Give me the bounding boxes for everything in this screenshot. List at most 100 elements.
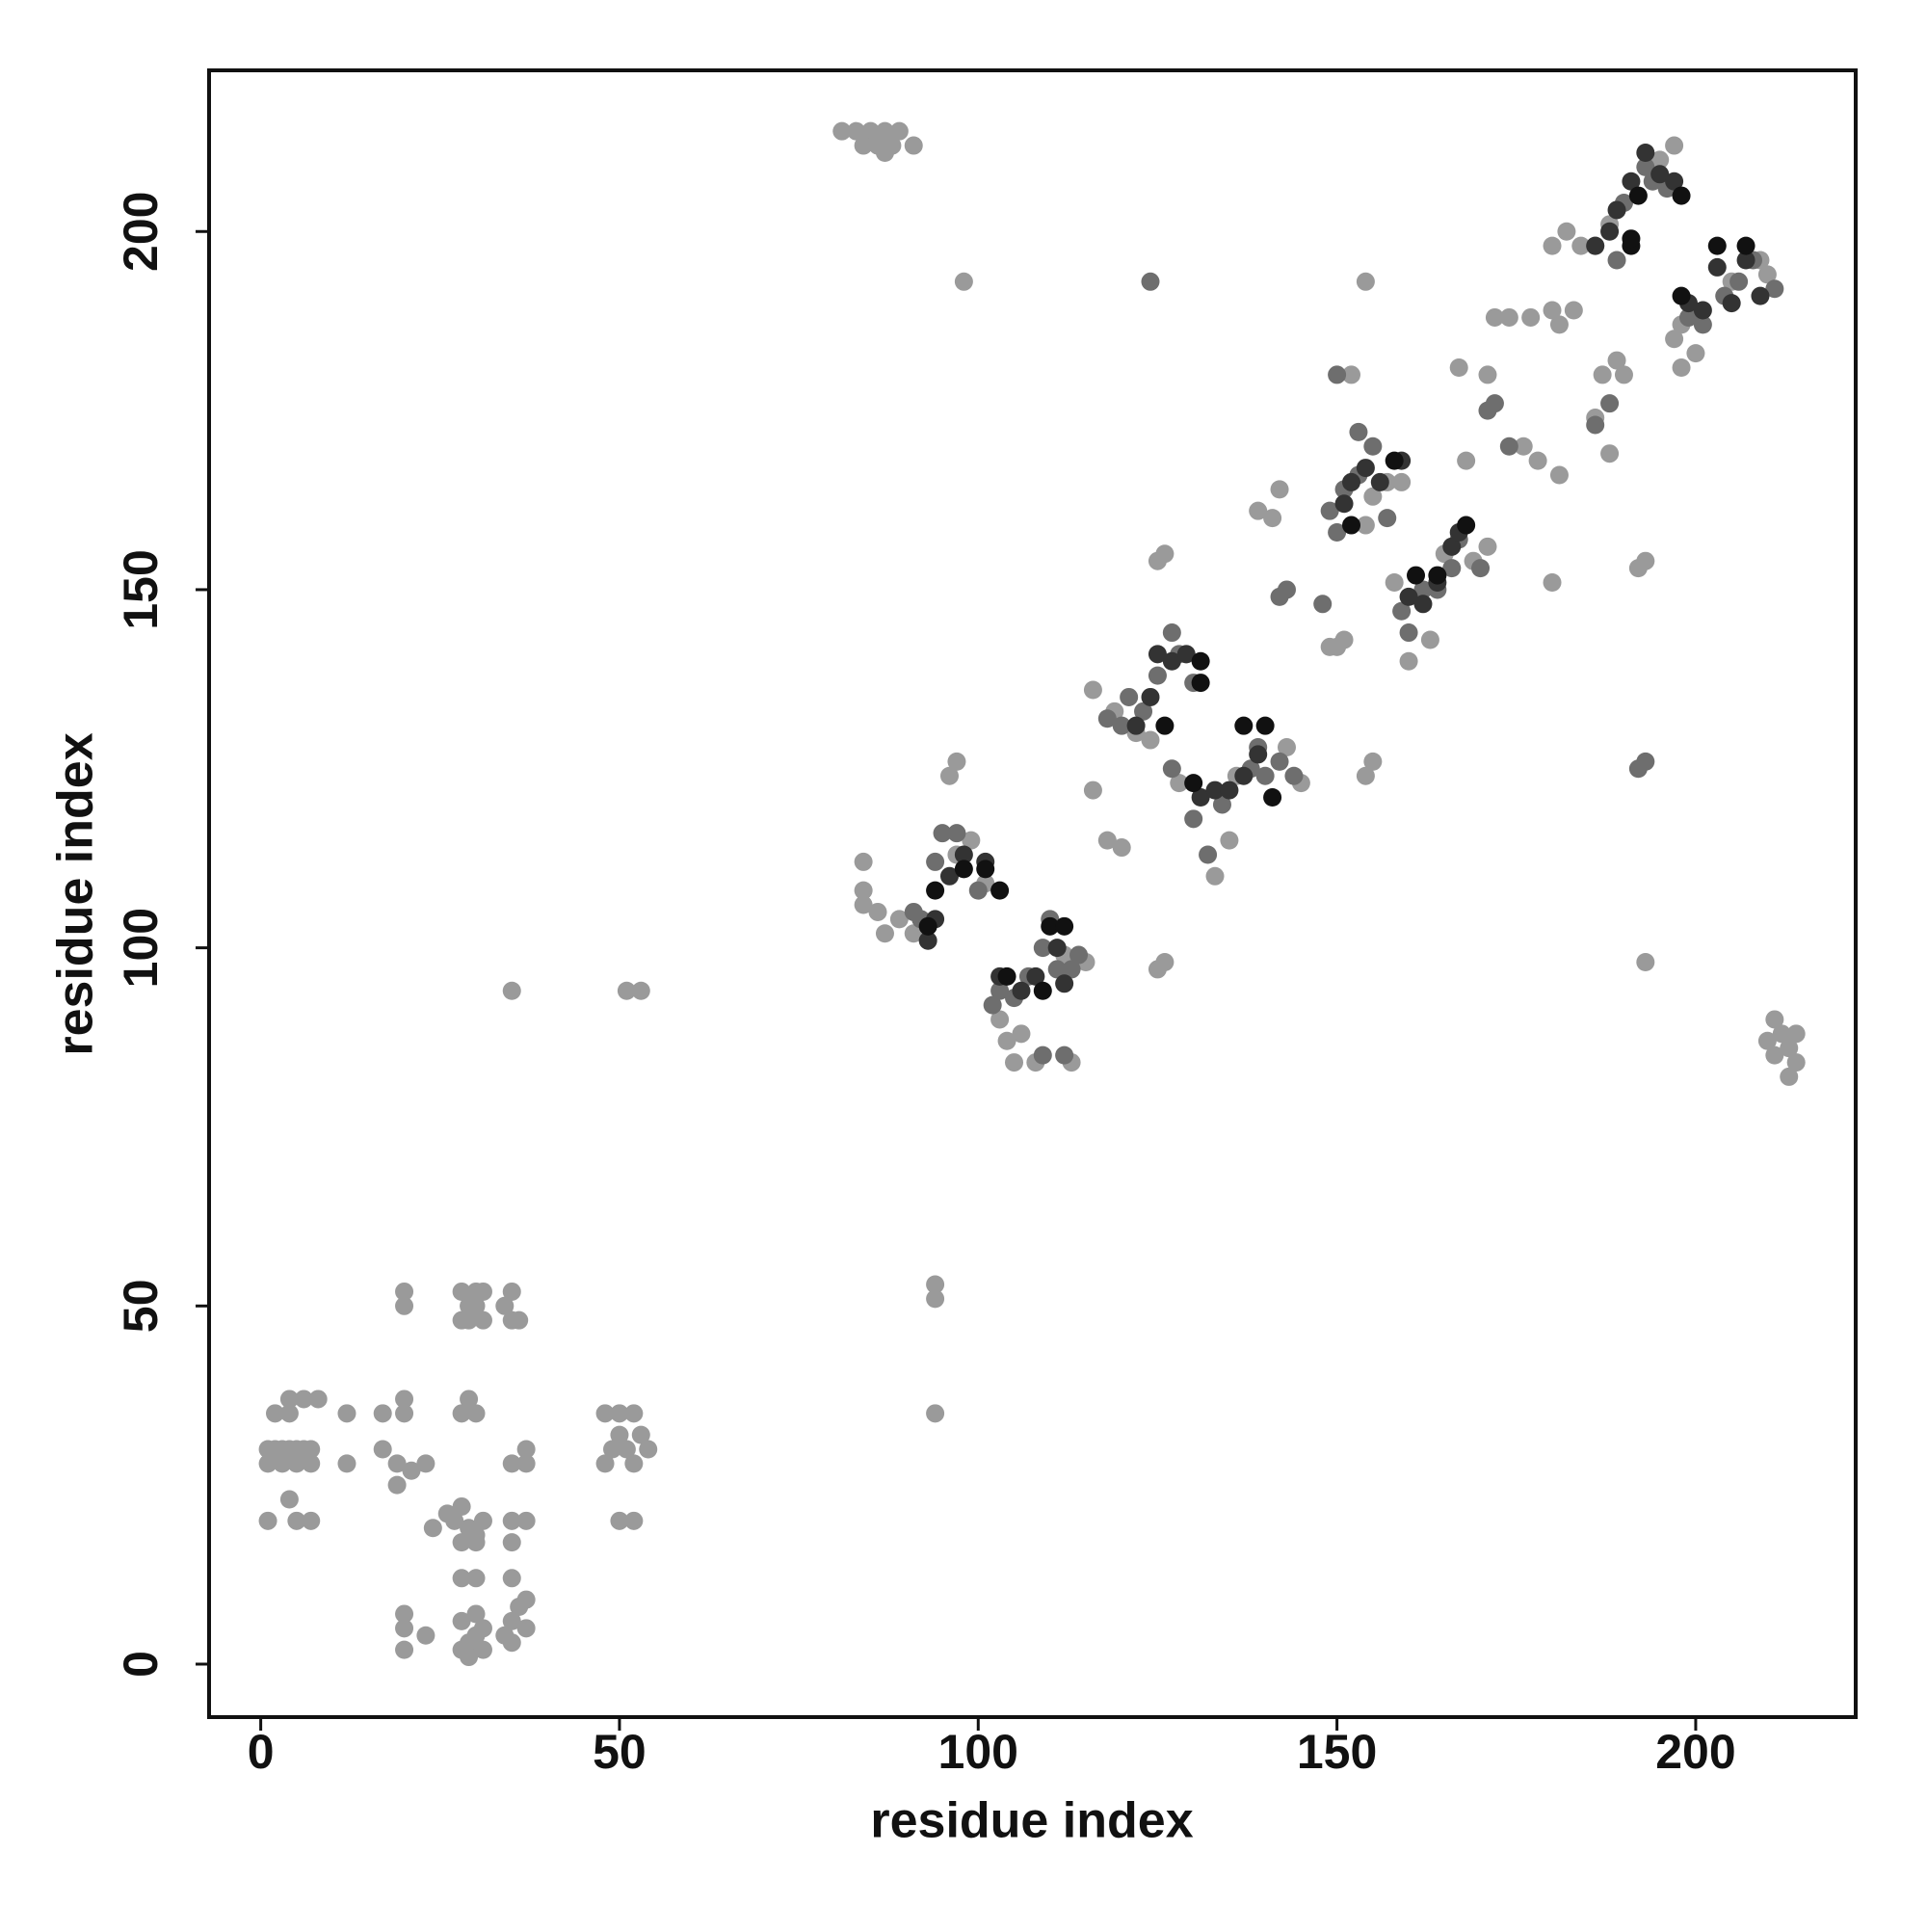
point [1126, 716, 1146, 735]
point [990, 881, 1010, 900]
point [1628, 186, 1648, 205]
point [258, 1511, 277, 1530]
point [624, 1404, 644, 1423]
point [1191, 788, 1210, 807]
point [452, 1533, 471, 1552]
point [279, 1490, 299, 1509]
point [1349, 422, 1368, 441]
point [1155, 716, 1175, 735]
point [1284, 766, 1304, 785]
point [1593, 365, 1612, 384]
point [926, 881, 945, 900]
point [1026, 966, 1045, 986]
point [337, 1404, 356, 1423]
point [1033, 939, 1052, 958]
point [452, 1569, 471, 1588]
point [452, 1404, 471, 1423]
point [954, 272, 973, 291]
point [1622, 172, 1641, 191]
point [997, 966, 1016, 986]
point [473, 1511, 492, 1530]
point [1549, 465, 1569, 485]
point [976, 860, 995, 879]
point [926, 1275, 945, 1294]
point [854, 852, 873, 871]
point [1457, 451, 1476, 470]
point [1736, 251, 1755, 270]
point [1600, 444, 1620, 463]
point [1205, 781, 1225, 800]
point [1672, 357, 1691, 377]
point [1112, 838, 1131, 858]
point [1636, 551, 1655, 570]
point [1356, 766, 1375, 785]
point [1069, 945, 1089, 965]
point [1622, 229, 1641, 249]
point [1141, 730, 1160, 750]
point [1148, 666, 1167, 685]
point [617, 1440, 636, 1459]
point [639, 1440, 658, 1459]
point [1141, 272, 1160, 291]
point [1176, 645, 1196, 664]
point [1665, 172, 1684, 191]
plot-frame [207, 68, 1858, 1719]
point [1765, 1010, 1784, 1029]
point [258, 1454, 277, 1473]
point [1772, 1024, 1791, 1044]
point [875, 121, 894, 141]
point [954, 845, 973, 864]
point [502, 1533, 521, 1552]
point [1786, 1024, 1806, 1044]
point [1097, 709, 1117, 728]
point [1413, 580, 1433, 599]
point [1255, 766, 1275, 785]
point [1707, 257, 1727, 277]
point [1155, 544, 1175, 564]
point [939, 766, 959, 785]
point [926, 1289, 945, 1309]
point [1385, 451, 1404, 470]
point [1672, 286, 1691, 305]
point [1047, 960, 1067, 979]
point [1249, 501, 1268, 520]
point [832, 121, 852, 141]
point [1334, 630, 1354, 649]
point [1328, 522, 1347, 542]
point [1600, 222, 1620, 241]
point [466, 1404, 486, 1423]
point [610, 1425, 629, 1444]
point [495, 1296, 515, 1315]
point [466, 1296, 486, 1315]
point [1342, 516, 1361, 535]
point [1765, 1045, 1784, 1065]
point [460, 1648, 479, 1667]
point [423, 1519, 442, 1538]
point [1199, 845, 1218, 864]
point [1600, 394, 1620, 413]
point [452, 1611, 471, 1630]
point [889, 121, 909, 141]
point [1155, 952, 1175, 971]
point [1356, 272, 1375, 291]
point [1757, 1031, 1777, 1050]
point [875, 143, 894, 162]
point [947, 752, 966, 771]
point [603, 1440, 622, 1459]
point [962, 831, 981, 850]
point [395, 1640, 414, 1659]
point [1277, 737, 1296, 756]
point [1521, 307, 1541, 327]
point [1780, 1067, 1799, 1086]
point [279, 1404, 299, 1423]
point [1499, 307, 1518, 327]
point [1442, 559, 1462, 578]
y-axis-title: residue index [48, 732, 104, 1055]
point [1370, 472, 1389, 491]
point [1399, 623, 1418, 643]
point [1528, 451, 1547, 470]
point [473, 1282, 492, 1301]
point [1780, 1039, 1799, 1058]
point [1665, 136, 1684, 155]
point [516, 1590, 536, 1609]
